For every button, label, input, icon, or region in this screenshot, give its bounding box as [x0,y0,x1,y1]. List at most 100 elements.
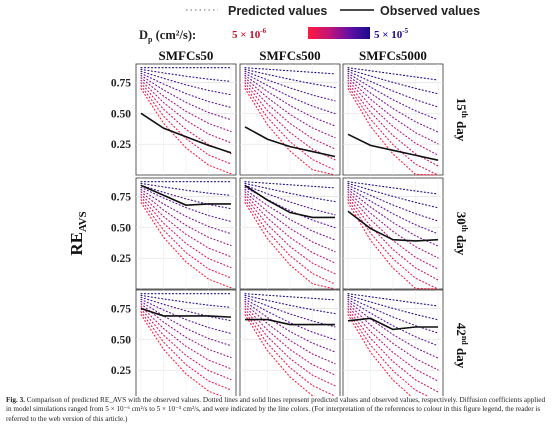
observed-series [244,126,336,158]
panel-smfcs50-row1 [135,177,237,290]
predicted-series-2 [140,296,232,322]
row-label-0: 15th day [454,98,469,142]
predicted-series-0 [347,67,439,81]
row-label-num: 42 [454,323,469,336]
predicted-series-8 [347,199,439,290]
dp-gradient-bar [308,27,370,39]
y-tick-label: 0.25 [111,139,131,151]
y-tick-label: 0.75 [111,78,131,90]
y-tick-label: 0.75 [111,192,131,204]
predicted-series-5 [140,303,232,359]
row-label-2: 42nd day [454,323,469,369]
predicted-series-0 [244,293,336,301]
y-tick-label: 0.50 [111,222,131,234]
predicted-series-9 [244,88,336,176]
panel-smfcs5000-row1 [342,177,444,290]
panel-smfcs500-row1 [239,177,341,290]
predicted-series-6 [347,79,439,156]
facet-grid: SMFCs50SMFCs500SMFCs5000REAVSLayers15th … [67,48,469,396]
predicted-series-7 [347,308,439,393]
observed-series [244,184,335,219]
predicted-series-7 [244,82,336,161]
observed-legend-label: Observed values [380,4,480,18]
predicted-series-2 [140,70,232,96]
legend: Predicted values Observed values Dp (cm²… [139,4,480,44]
predicted-series-9 [347,314,412,396]
predicted-series-8 [244,311,336,396]
predicted-series-1 [244,294,336,315]
predicted-series-8 [244,199,336,285]
row-label-suffix: day [454,232,469,256]
row-label-suffix: day [454,345,469,369]
predicted-series-5 [244,191,336,253]
predicted-series-8 [140,199,232,279]
predicted-series-4 [347,74,439,133]
observed-series [140,184,231,206]
dp-high-label: 5 × 10-5 [374,27,409,41]
y-tick-label: 0.25 [111,253,131,265]
predicted-series-3 [140,72,232,108]
predicted-series-6 [347,305,439,382]
y-tick-label: 0.75 [111,304,131,316]
predicted-series-6 [244,305,336,376]
predicted-series-0 [244,181,336,189]
y-tick-label: 0.50 [111,108,131,120]
predicted-series-0 [347,181,439,195]
figure-caption: Fig. 3. Comparison of predicted RE_AVS w… [6,396,550,424]
caption-fig-label: Fig. 3. [6,396,25,404]
observed-series [347,133,439,161]
predicted-series-6 [140,193,232,258]
panel-smfcs5000-row2 [342,289,444,396]
predicted-series-1 [347,68,439,95]
figure-canvas: Predicted values Observed values Dp (cm²… [67,4,480,396]
column-header-smfcs5000: SMFCs5000 [359,48,427,63]
observed-series [140,307,232,318]
row-label-sup: th [460,225,469,233]
predicted-series-7 [347,196,439,281]
predicted-series-7 [347,82,439,167]
predicted-series-3 [347,72,439,121]
predicted-series-8 [244,85,336,171]
predicted-series-5 [244,77,336,139]
predicted-series-8 [140,311,232,391]
predicted-series-7 [244,196,336,275]
predicted-series-3 [140,186,232,222]
predicted-series-4 [347,300,439,359]
dp-legend-title: Dp (cm²/s): [139,28,196,44]
predicted-series-0 [244,67,336,75]
caption-text: Comparison of predicted RE_AVS with the … [6,396,546,423]
predicted-series-1 [244,68,336,89]
predicted-series-9 [140,202,232,289]
panel-smfcs50-row2 [135,289,237,396]
predicted-series-0 [347,293,439,307]
observed-series [140,112,232,154]
predicted-series-2 [347,296,439,334]
predicted-series-2 [140,184,232,210]
observed-series [347,317,438,331]
predicted-series-4 [244,300,336,353]
predicted-series-9 [140,88,232,175]
row-label-suffix: day [454,118,469,142]
y-axis-title-sub: AVS [77,211,89,232]
predicted-series-6 [347,193,439,270]
predicted-series-9 [347,202,439,290]
predicted-series-2 [347,70,439,108]
predicted-series-3 [244,72,336,115]
row-label-1: 30th day [454,212,469,256]
predicted-series-6 [244,193,336,264]
y-axis-title-main: RE [67,232,86,256]
panel-smfcs5000-row0 [342,63,444,176]
predicted-series-4 [244,188,336,241]
predicted-series-1 [347,182,439,209]
predicted-series-1 [140,182,232,196]
predicted-series-9 [244,202,336,290]
predicted-series-8 [347,311,429,396]
predicted-series-9 [244,314,316,396]
observed-series [347,210,439,242]
column-header-smfcs50: SMFCs50 [159,48,214,63]
predicted-series-6 [244,79,336,150]
panel-smfcs500-row0 [239,63,341,176]
predicted-series-9 [347,88,439,176]
predicted-series-4 [140,300,232,347]
observed-series [245,318,335,326]
